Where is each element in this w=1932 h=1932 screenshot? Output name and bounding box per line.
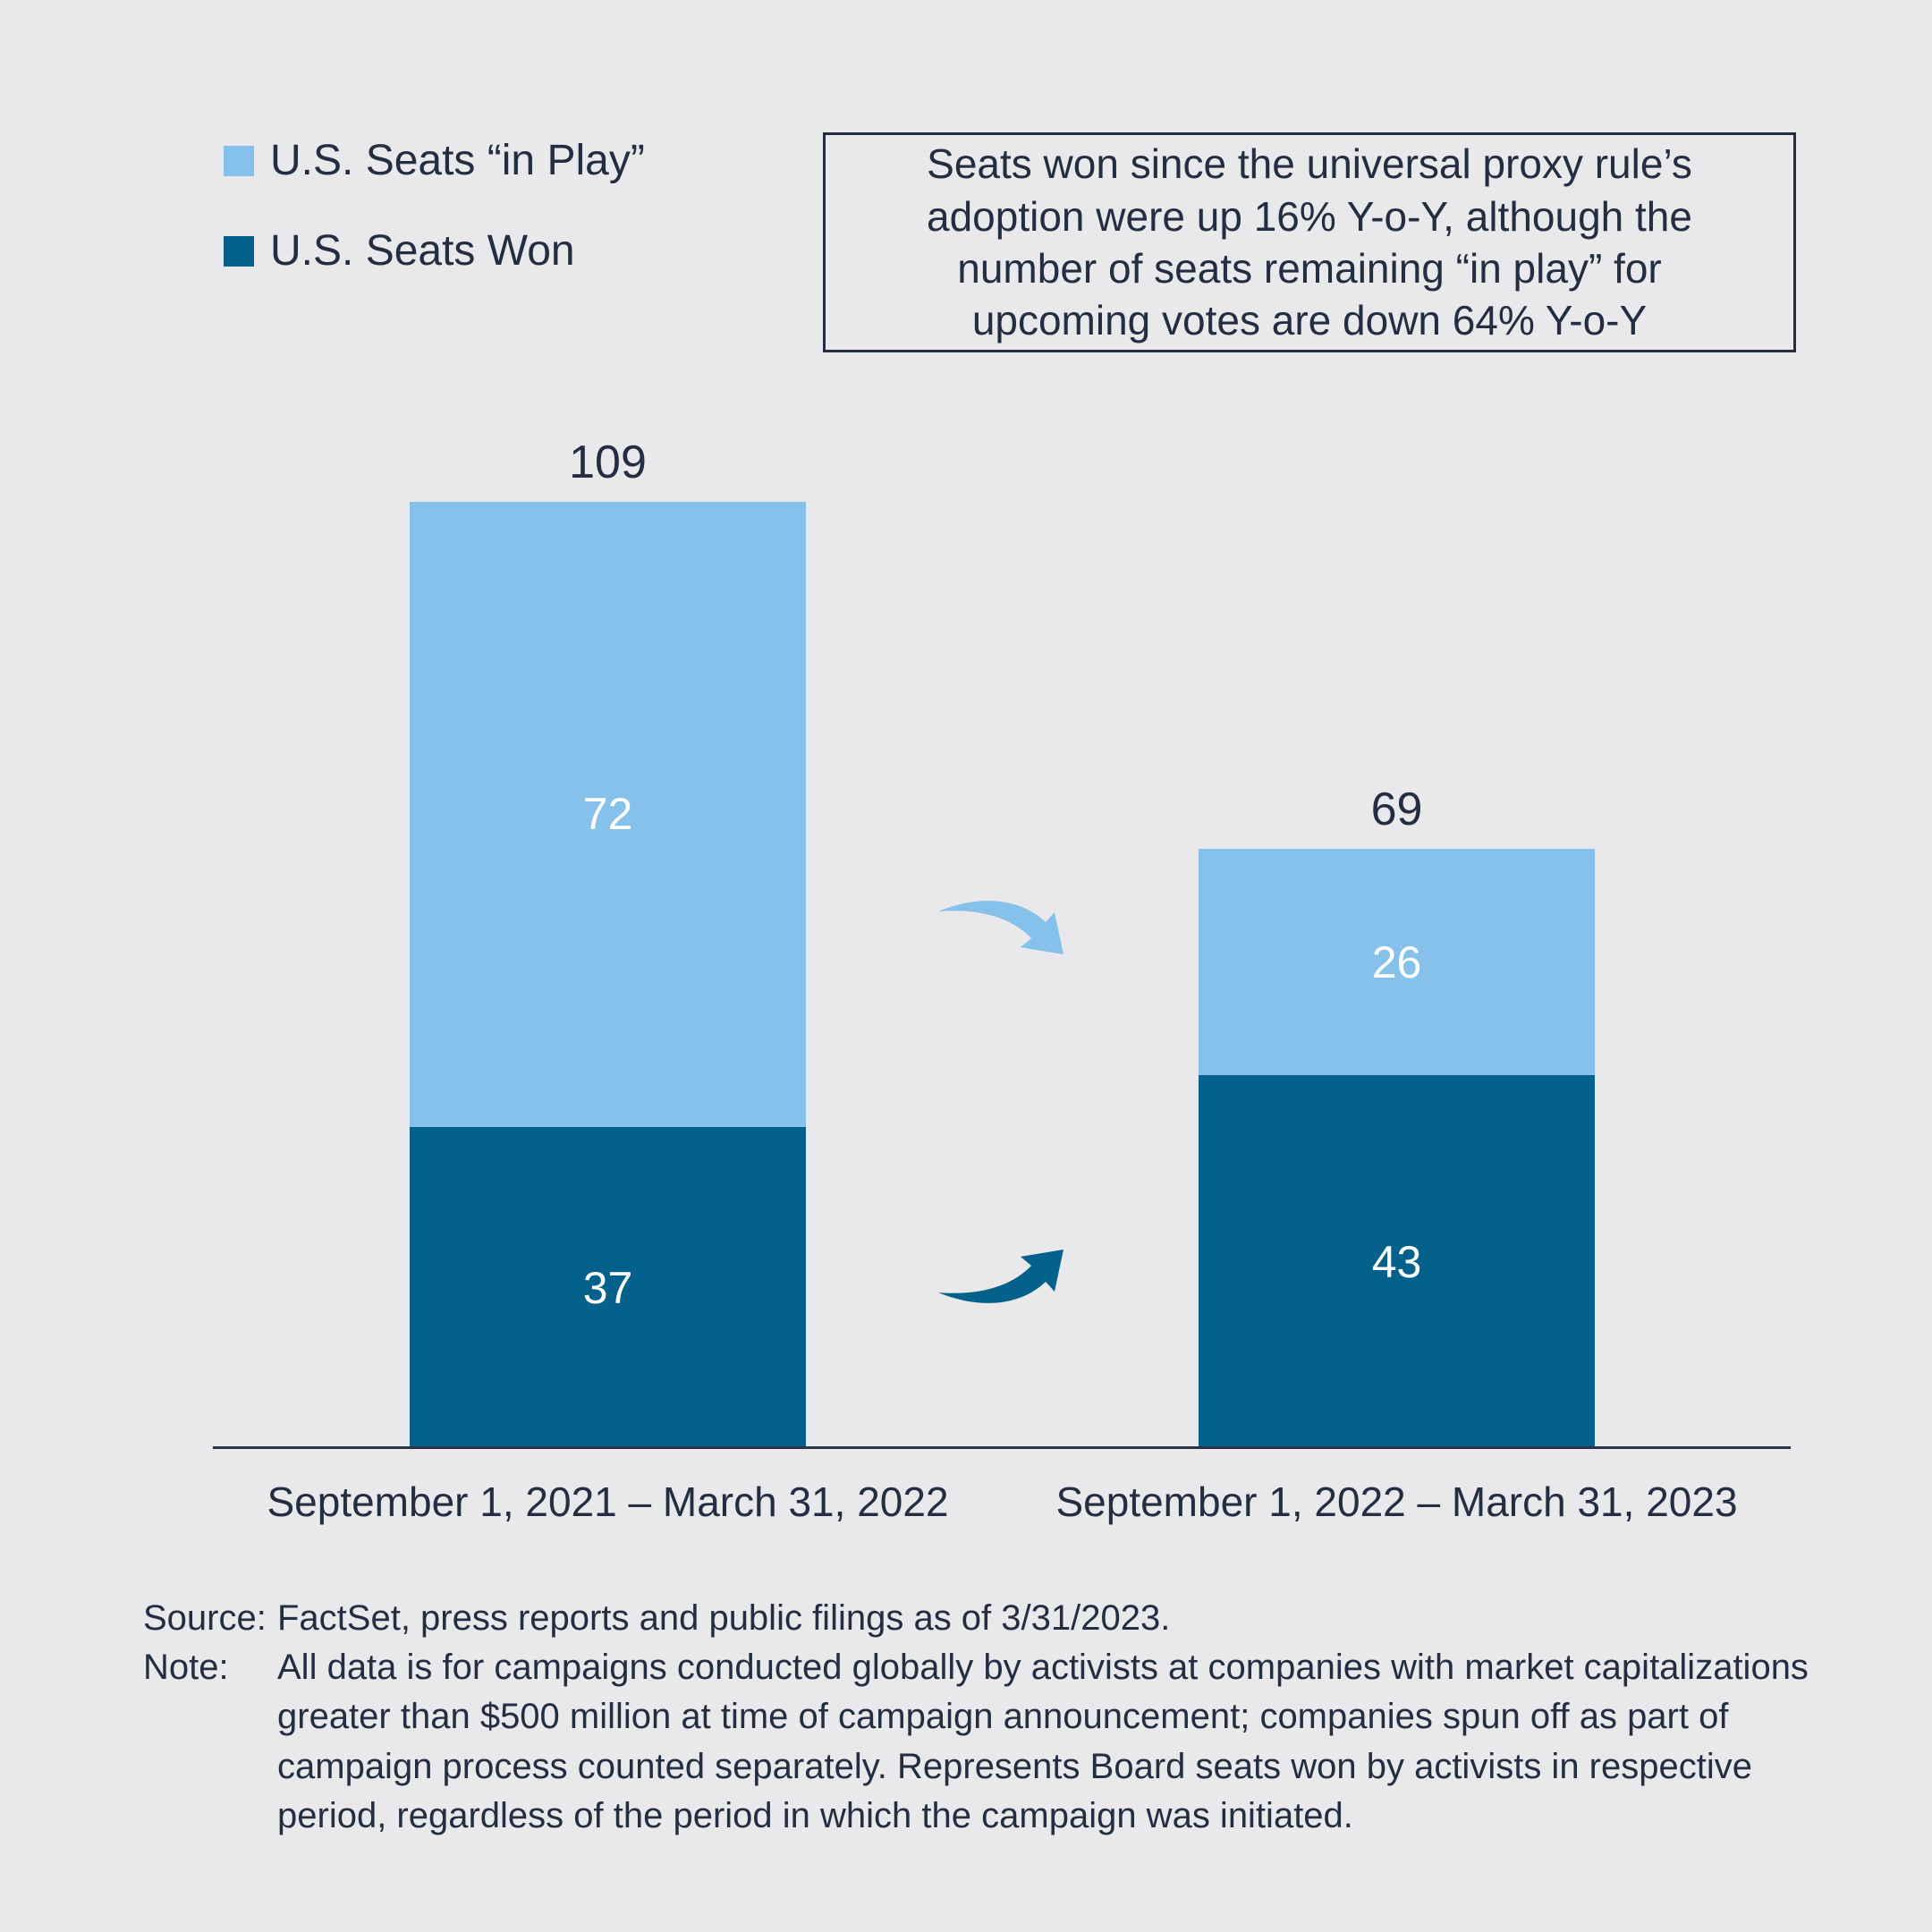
callout-text: Seats won since the universal proxy rule… [927,140,1692,344]
in-play-segment-0-value: 72 [582,789,633,840]
x-axis-line [213,1446,1791,1449]
seats-won-segment-1: 43 [1199,1075,1595,1449]
in-play-swatch-icon [224,145,254,176]
x-axis-label-1: September 1, 2022 – March 31, 2023 [1055,1479,1738,1525]
callout-box: Seats won since the universal proxy rule… [823,132,1796,352]
total-label-1: 69 [1370,784,1423,836]
note-text: All data is for campaigns conducted glob… [277,1648,1809,1835]
legend-item-in-play: U.S. Seats “in Play” [224,136,645,185]
x-axis-label-0: September 1, 2021 – March 31, 2022 [267,1479,949,1525]
seats-won-segment-0: 37 [410,1127,806,1449]
bar-0: 72 37 [410,501,806,1449]
in-play-decrease-arrow-icon [938,901,1063,954]
legend-label-seats-won: U.S. Seats Won [270,227,575,275]
note-label: Note: [143,1648,229,1688]
in-play-segment-1-value: 26 [1371,936,1422,987]
seats-won-segment-1-value: 43 [1371,1237,1422,1288]
seats-won-increase-arrow-icon [938,1250,1063,1303]
total-label-0: 109 [569,436,647,488]
legend-item-seats-won: U.S. Seats Won [224,226,645,275]
seats-won-swatch-icon [224,235,254,267]
seats-won-segment-0-value: 37 [582,1263,633,1314]
source-text: FactSet, press reports and public filing… [277,1598,1171,1638]
legend-label-in-play: U.S. Seats “in Play” [270,137,645,184]
in-play-segment-1: 26 [1199,849,1595,1076]
source-label: Source: [143,1598,267,1638]
bar-1: 26 43 [1199,849,1595,1449]
in-play-segment-0: 72 [410,501,806,1128]
legend: U.S. Seats “in Play” U.S. Seats Won [224,136,645,275]
footer: Source: FactSet, press reports and publi… [143,1594,1825,1841]
